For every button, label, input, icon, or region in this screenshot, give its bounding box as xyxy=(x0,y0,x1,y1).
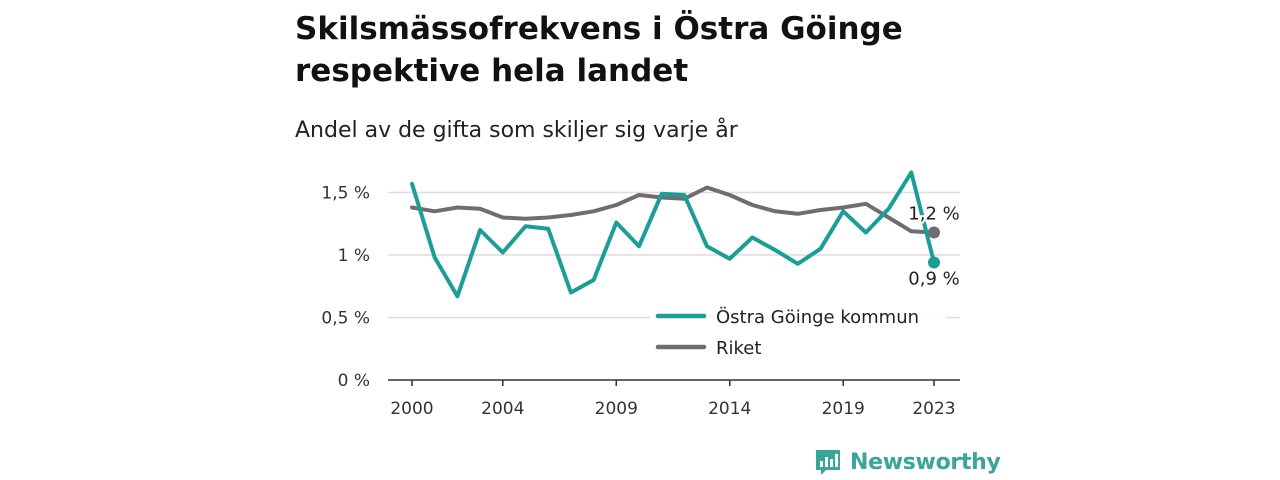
y-tick-label: 0 % xyxy=(338,371,370,391)
end-labels: 0,9 % 1,2 % xyxy=(906,202,961,292)
x-tick-label: 2023 xyxy=(912,399,955,419)
x-tick-label: 2004 xyxy=(481,399,524,419)
end-value-label: 0,9 % xyxy=(908,269,959,290)
bar-chart-speech-bubble-icon xyxy=(816,450,840,475)
legend-label: Östra Göinge kommun xyxy=(716,306,919,328)
series-line-ostra-goinge xyxy=(410,170,936,299)
x-tick-label: 2019 xyxy=(822,399,865,419)
axes: 0 % 0,5 % 1 % 1,5 % 2000 2004 2009 2014 2019 2023 xyxy=(321,184,960,419)
brand-name: Newsworthy xyxy=(850,449,1001,475)
brand-logo: Newsworthy xyxy=(814,444,1001,480)
legend: Östra Göinge kommun Riket xyxy=(650,298,946,368)
y-tick-label: 1,5 % xyxy=(321,184,370,204)
x-tick-label: 2000 xyxy=(390,399,433,419)
end-point-marker xyxy=(928,226,940,239)
chart-title: Skilsmässofrekvens i Östra Göinge respek… xyxy=(295,11,903,89)
series-lines xyxy=(410,170,936,299)
x-tick-label: 2009 xyxy=(595,399,638,419)
y-tick-label: 0,5 % xyxy=(321,309,370,329)
legend-background xyxy=(650,298,946,368)
x-tick-label: 2014 xyxy=(708,399,751,419)
end-value-label: 1,2 % xyxy=(908,204,959,225)
series-line-riket xyxy=(410,185,936,235)
legend-label: Riket xyxy=(716,338,761,359)
y-tick-label: 1 % xyxy=(338,246,370,266)
end-point-marker xyxy=(928,256,940,269)
chart-subtitle: Andel av de gifta som skiljer sig varje … xyxy=(295,118,738,143)
